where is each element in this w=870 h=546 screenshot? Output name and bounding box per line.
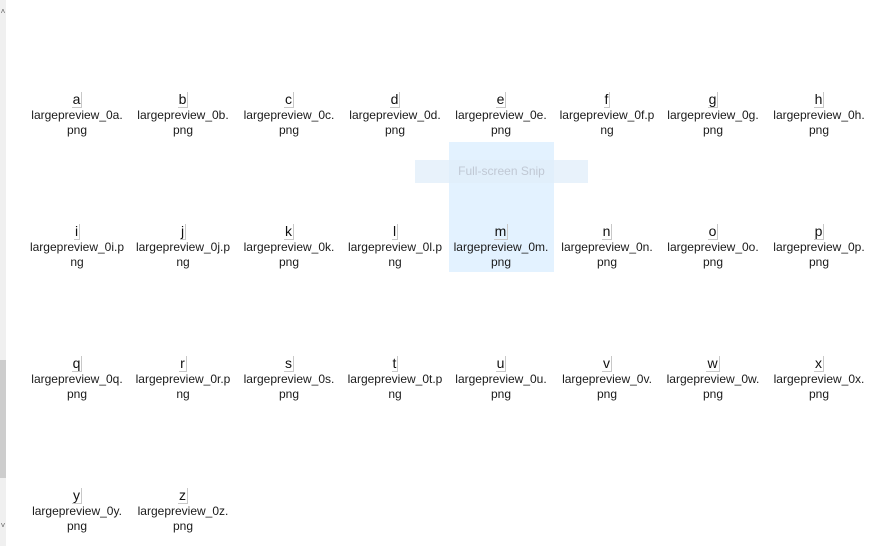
file-item-e[interactable]: e largepreview_0e. png (451, 90, 551, 138)
file-thumbnail: f (603, 91, 611, 108)
file-thumbnail: c (284, 91, 294, 108)
file-item-p[interactable]: p largepreview_0p. png (769, 222, 869, 270)
file-item-y[interactable]: y largepreview_0y. png (27, 486, 127, 534)
file-name: largepreview_0b. png (137, 108, 229, 137)
file-thumbnail: g (707, 91, 719, 108)
file-thumbnail: t (391, 355, 399, 372)
chevron-up-icon[interactable]: ˄ (0, 7, 6, 16)
file-item-k[interactable]: k largepreview_0k. png (239, 222, 339, 270)
file-name: largepreview_0f.p ng (559, 108, 655, 137)
file-name: largepreview_0u. png (455, 372, 547, 401)
file-thumbnail: j (179, 223, 187, 240)
file-thumbnail: l (391, 223, 399, 240)
file-name: largepreview_0m. png (453, 240, 549, 269)
file-item-g[interactable]: g largepreview_0g. png (663, 90, 763, 138)
file-name: largepreview_0g. png (667, 108, 759, 137)
file-item-d[interactable]: d largepreview_0d. png (345, 90, 445, 138)
file-name: largepreview_0x. png (773, 372, 865, 401)
file-item-l[interactable]: l largepreview_0l.p ng (345, 222, 445, 270)
file-thumbnail: d (389, 91, 401, 108)
file-thumbnail: n (601, 223, 613, 240)
vertical-scrollbar[interactable]: ˄ ˅ (0, 0, 6, 546)
file-item-q[interactable]: q largepreview_0q. png (27, 354, 127, 402)
file-thumbnail: s (284, 355, 294, 372)
file-name: largepreview_0z. png (137, 504, 229, 533)
file-name: largepreview_0y. png (32, 504, 122, 533)
file-item-f[interactable]: f largepreview_0f.p ng (557, 90, 657, 138)
file-name: largepreview_0l.p ng (347, 240, 443, 269)
file-name: largepreview_0a. png (31, 108, 123, 137)
file-thumbnail: w (706, 355, 720, 372)
file-item-t[interactable]: t largepreview_0t.p ng (345, 354, 445, 402)
file-name: largepreview_0r.p ng (135, 372, 231, 401)
snip-overlay-label: Full-screen Snip (458, 164, 545, 178)
file-thumbnail: p (813, 223, 825, 240)
file-item-i[interactable]: i largepreview_0i.p ng (27, 222, 127, 270)
file-thumbnail: q (71, 355, 83, 372)
file-name: largepreview_0k. png (243, 240, 335, 269)
file-item-c[interactable]: c largepreview_0c. png (239, 90, 339, 138)
file-thumbnail: h (813, 91, 825, 108)
file-name: largepreview_0t.p ng (347, 372, 443, 401)
file-thumbnail: e (495, 91, 507, 108)
snip-overlay[interactable]: Full-screen Snip (415, 160, 588, 183)
file-item-m[interactable]: m largepreview_0m. png (451, 222, 551, 270)
scrollbar-thumb[interactable] (0, 360, 6, 478)
file-thumbnail: v (602, 355, 612, 372)
file-name: largepreview_0c. png (243, 108, 335, 137)
file-item-u[interactable]: u largepreview_0u. png (451, 354, 551, 402)
file-thumbnail: z (178, 487, 188, 504)
file-name: largepreview_0q. png (31, 372, 123, 401)
file-item-z[interactable]: z largepreview_0z. png (133, 486, 233, 534)
file-item-n[interactable]: n largepreview_0n. png (557, 222, 657, 270)
file-thumbnail: k (284, 223, 294, 240)
file-item-a[interactable]: a largepreview_0a. png (27, 90, 127, 138)
file-thumbnail: i (73, 223, 81, 240)
file-thumbnail: b (177, 91, 189, 108)
file-item-h[interactable]: h largepreview_0h. png (769, 90, 869, 138)
file-name: largepreview_0w. png (666, 372, 760, 401)
file-thumbnail: r (179, 355, 187, 372)
file-thumbnail: x (814, 355, 824, 372)
file-item-j[interactable]: j largepreview_0j.p ng (133, 222, 233, 270)
file-name: largepreview_0p. png (773, 240, 865, 269)
file-item-b[interactable]: b largepreview_0b. png (133, 90, 233, 138)
file-thumbnail: a (71, 91, 83, 108)
file-item-r[interactable]: r largepreview_0r.p ng (133, 354, 233, 402)
file-name: largepreview_0o. png (667, 240, 759, 269)
file-item-w[interactable]: w largepreview_0w. png (663, 354, 763, 402)
chevron-down-icon[interactable]: ˅ (0, 521, 6, 530)
file-name: largepreview_0e. png (455, 108, 547, 137)
file-name: largepreview_0n. png (561, 240, 653, 269)
file-name: largepreview_0i.p ng (29, 240, 125, 269)
file-thumbnail: m (493, 223, 509, 240)
file-item-x[interactable]: x largepreview_0x. png (769, 354, 869, 402)
file-item-s[interactable]: s largepreview_0s. png (239, 354, 339, 402)
file-thumbnail: y (72, 487, 82, 504)
file-name: largepreview_0j.p ng (135, 240, 231, 269)
file-item-o[interactable]: o largepreview_0o. png (663, 222, 763, 270)
file-name: largepreview_0h. png (773, 108, 865, 137)
file-name: largepreview_0d. png (349, 108, 441, 137)
file-name: largepreview_0s. png (243, 372, 335, 401)
file-thumbnail: u (495, 355, 507, 372)
file-item-v[interactable]: v largepreview_0v. png (557, 354, 657, 402)
file-name: largepreview_0v. png (562, 372, 652, 401)
file-thumbnail: o (707, 223, 719, 240)
